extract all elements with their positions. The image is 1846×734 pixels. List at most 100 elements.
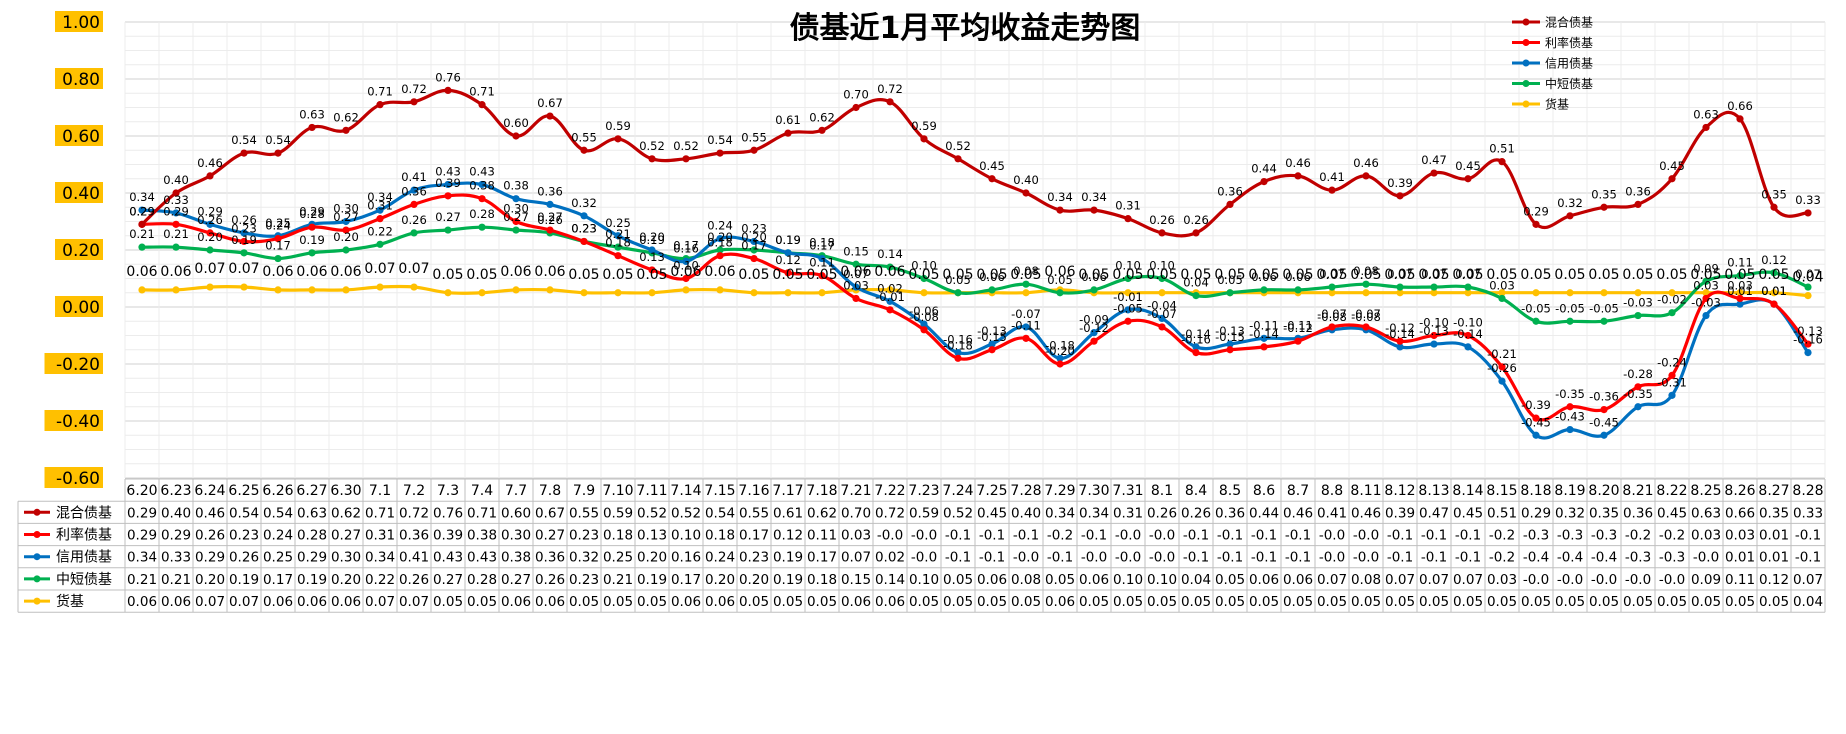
data-label: 0.61 — [775, 113, 801, 127]
table-cell: 0.07 — [1317, 572, 1347, 588]
table-cell: -0.0 — [1081, 550, 1107, 566]
data-label: 0.05 — [908, 267, 939, 283]
data-point — [818, 254, 826, 263]
data-label: 0.54 — [231, 133, 257, 147]
table-cell: -0.2 — [1659, 528, 1685, 544]
table-cell: 0.10 — [909, 572, 939, 588]
table-cell: 0.06 — [501, 594, 531, 610]
table-cell: 0.06 — [705, 594, 735, 610]
data-point — [852, 294, 860, 303]
x-tick-label: 7.14 — [670, 483, 701, 499]
data-label: 0.19 — [231, 233, 257, 247]
data-point — [478, 101, 486, 109]
data-point — [512, 217, 520, 226]
table-cell: 0.24 — [263, 528, 293, 544]
table-cell: -0.4 — [1557, 550, 1583, 566]
data-point — [614, 232, 622, 240]
data-point — [138, 220, 146, 228]
data-label: -0.05 — [1589, 301, 1619, 315]
table-cell: 0.32 — [1555, 505, 1585, 521]
y-tick-highlight — [44, 410, 103, 431]
table-cell: -0.1 — [1183, 550, 1209, 566]
data-point — [1158, 289, 1166, 297]
table-cell: 0.22 — [365, 572, 395, 588]
x-tick-label: 8.11 — [1350, 483, 1381, 499]
data-label: 0.20 — [333, 230, 359, 244]
data-point — [1566, 212, 1574, 220]
data-label: 0.10 — [673, 259, 699, 273]
data-label: 0.03 — [1489, 278, 1515, 292]
data-label: 0.23 — [231, 221, 257, 235]
data-label: -0.01 — [1113, 290, 1143, 304]
data-label: 0.07 — [1421, 267, 1447, 281]
table-cell: -0.4 — [1591, 550, 1617, 566]
data-point — [1430, 169, 1438, 177]
data-label: -0.04 — [1147, 298, 1177, 312]
data-label: 0.05 — [942, 267, 973, 283]
data-point — [1566, 289, 1574, 297]
table-cell: 0.12 — [1759, 572, 1789, 588]
data-label: 0.11 — [809, 256, 835, 270]
data-point — [138, 206, 146, 214]
table-cell: 0.44 — [1249, 505, 1279, 521]
table-cell: 0.05 — [1283, 594, 1313, 610]
data-label: 0.04 — [1792, 270, 1823, 286]
data-label: 0.05 — [1452, 267, 1483, 283]
data-label: 0.27 — [537, 210, 563, 224]
data-point — [1634, 289, 1642, 297]
data-label: 0.07 — [1387, 267, 1413, 281]
data-label: 0.05 — [1588, 267, 1619, 283]
data-label: 0.23 — [571, 221, 597, 235]
data-label: 0.06 — [1081, 270, 1107, 284]
table-cell: 0.23 — [229, 528, 259, 544]
data-label: 0.29 — [1523, 204, 1549, 218]
y-tick-label: -0.60 — [56, 469, 100, 489]
table-cell: 0.23 — [569, 572, 599, 588]
data-point — [784, 289, 792, 297]
data-point — [1158, 229, 1166, 237]
table-cell: -0.1 — [1455, 528, 1481, 544]
data-label: -0.15 — [1215, 330, 1245, 344]
table-cell: -0.1 — [1387, 528, 1413, 544]
data-label: 0.23 — [741, 221, 767, 235]
data-point — [988, 346, 996, 354]
table-legend-marker — [33, 508, 41, 516]
data-label: 0.45 — [979, 159, 1005, 173]
data-label: -0.15 — [977, 330, 1007, 344]
data-point — [1736, 115, 1744, 123]
data-label: 0.20 — [197, 230, 223, 244]
data-label: 0.05 — [1418, 267, 1449, 283]
data-label: 0.51 — [1489, 142, 1515, 156]
data-point — [376, 283, 384, 291]
data-label: 0.39 — [435, 176, 461, 190]
table-cell: -0.1 — [1081, 528, 1107, 544]
table-cell: 0.30 — [501, 528, 531, 544]
data-point — [1396, 192, 1404, 200]
data-label: 0.38 — [503, 179, 529, 193]
table-cell: 0.05 — [1351, 594, 1381, 610]
data-label: 0.05 — [1724, 267, 1755, 283]
data-label: 0.05 — [636, 267, 667, 283]
data-label: -0.03 — [1691, 296, 1721, 310]
table-cell: 0.06 — [297, 594, 327, 610]
data-point — [1736, 300, 1744, 308]
data-point — [1226, 289, 1234, 297]
data-point — [1600, 431, 1608, 439]
table-cell: -0.0 — [1115, 528, 1141, 544]
table-cell: 0.20 — [705, 572, 735, 588]
table-cell: 0.07 — [195, 594, 225, 610]
data-label: 0.08 — [1353, 264, 1379, 278]
data-point — [1464, 289, 1472, 297]
x-tick-label: 6.23 — [160, 483, 191, 499]
data-point — [1430, 289, 1438, 297]
data-label: 0.03 — [1727, 278, 1753, 292]
data-label: 0.05 — [1316, 267, 1347, 283]
x-tick-label: 7.18 — [806, 483, 837, 499]
data-label: 0.25 — [265, 216, 291, 230]
table-legend-marker — [33, 553, 41, 561]
table-cell: 0.05 — [1317, 594, 1347, 610]
data-label: -0.13 — [1793, 324, 1823, 338]
table-cell: 0.36 — [1623, 505, 1653, 521]
data-label: 0.46 — [197, 156, 223, 170]
